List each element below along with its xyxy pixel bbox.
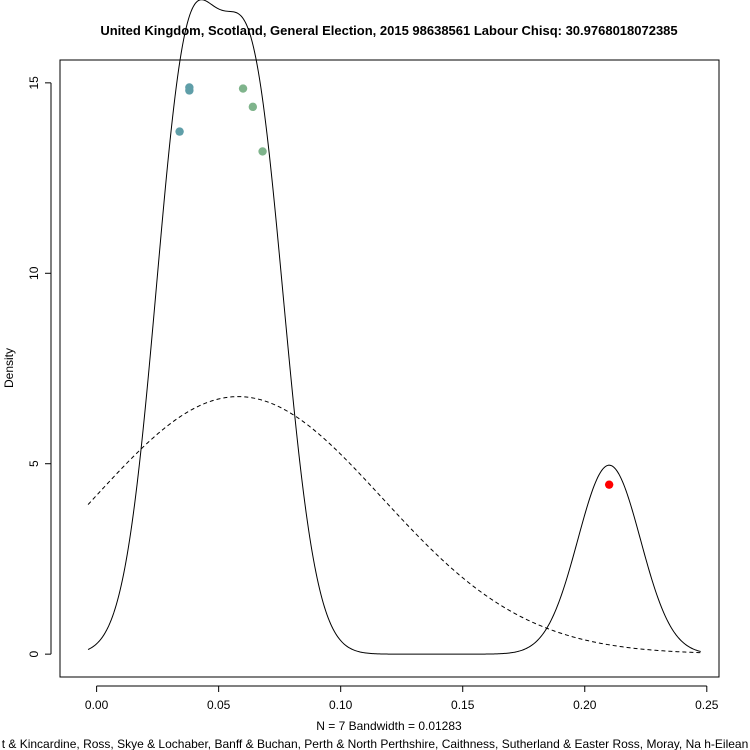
data-point: [238, 84, 248, 93]
x-tick-label: 0.00: [85, 698, 109, 712]
normal-curve: [87, 396, 701, 654]
plot-frame: [59, 59, 720, 678]
x-tick-label: 0.20: [573, 698, 597, 712]
y-tick-label: 0: [27, 650, 41, 657]
y-tick-label: 10: [27, 266, 41, 280]
y-tick-label: 5: [27, 460, 41, 467]
data-point: [248, 102, 258, 112]
x-axis-label: N = 7 Bandwidth = 0.01283: [316, 719, 462, 733]
curves: [87, 0, 701, 655]
data-point: [175, 127, 184, 136]
data-point: [258, 147, 267, 156]
chart-title: United Kingdom, Scotland, General Electi…: [100, 23, 677, 38]
data-point: [185, 83, 194, 92]
data-points: [175, 83, 614, 489]
x-tick-label: 0.10: [329, 698, 353, 712]
kde-curve: [87, 0, 701, 655]
y-tick-label: 15: [27, 76, 41, 90]
axes: 0.00 0.05 0.10 0.15 0.20 0.25 0 5 10 15: [27, 76, 719, 712]
y-axis-label: Density: [2, 348, 16, 388]
data-point: [604, 480, 614, 489]
x-tick-label: 0.05: [207, 698, 231, 712]
x-tick-label: 0.15: [451, 698, 475, 712]
sublabel: t & Kincardine, Ross, Skye & Lochaber, B…: [2, 737, 749, 750]
x-tick-label: 0.25: [695, 698, 719, 712]
